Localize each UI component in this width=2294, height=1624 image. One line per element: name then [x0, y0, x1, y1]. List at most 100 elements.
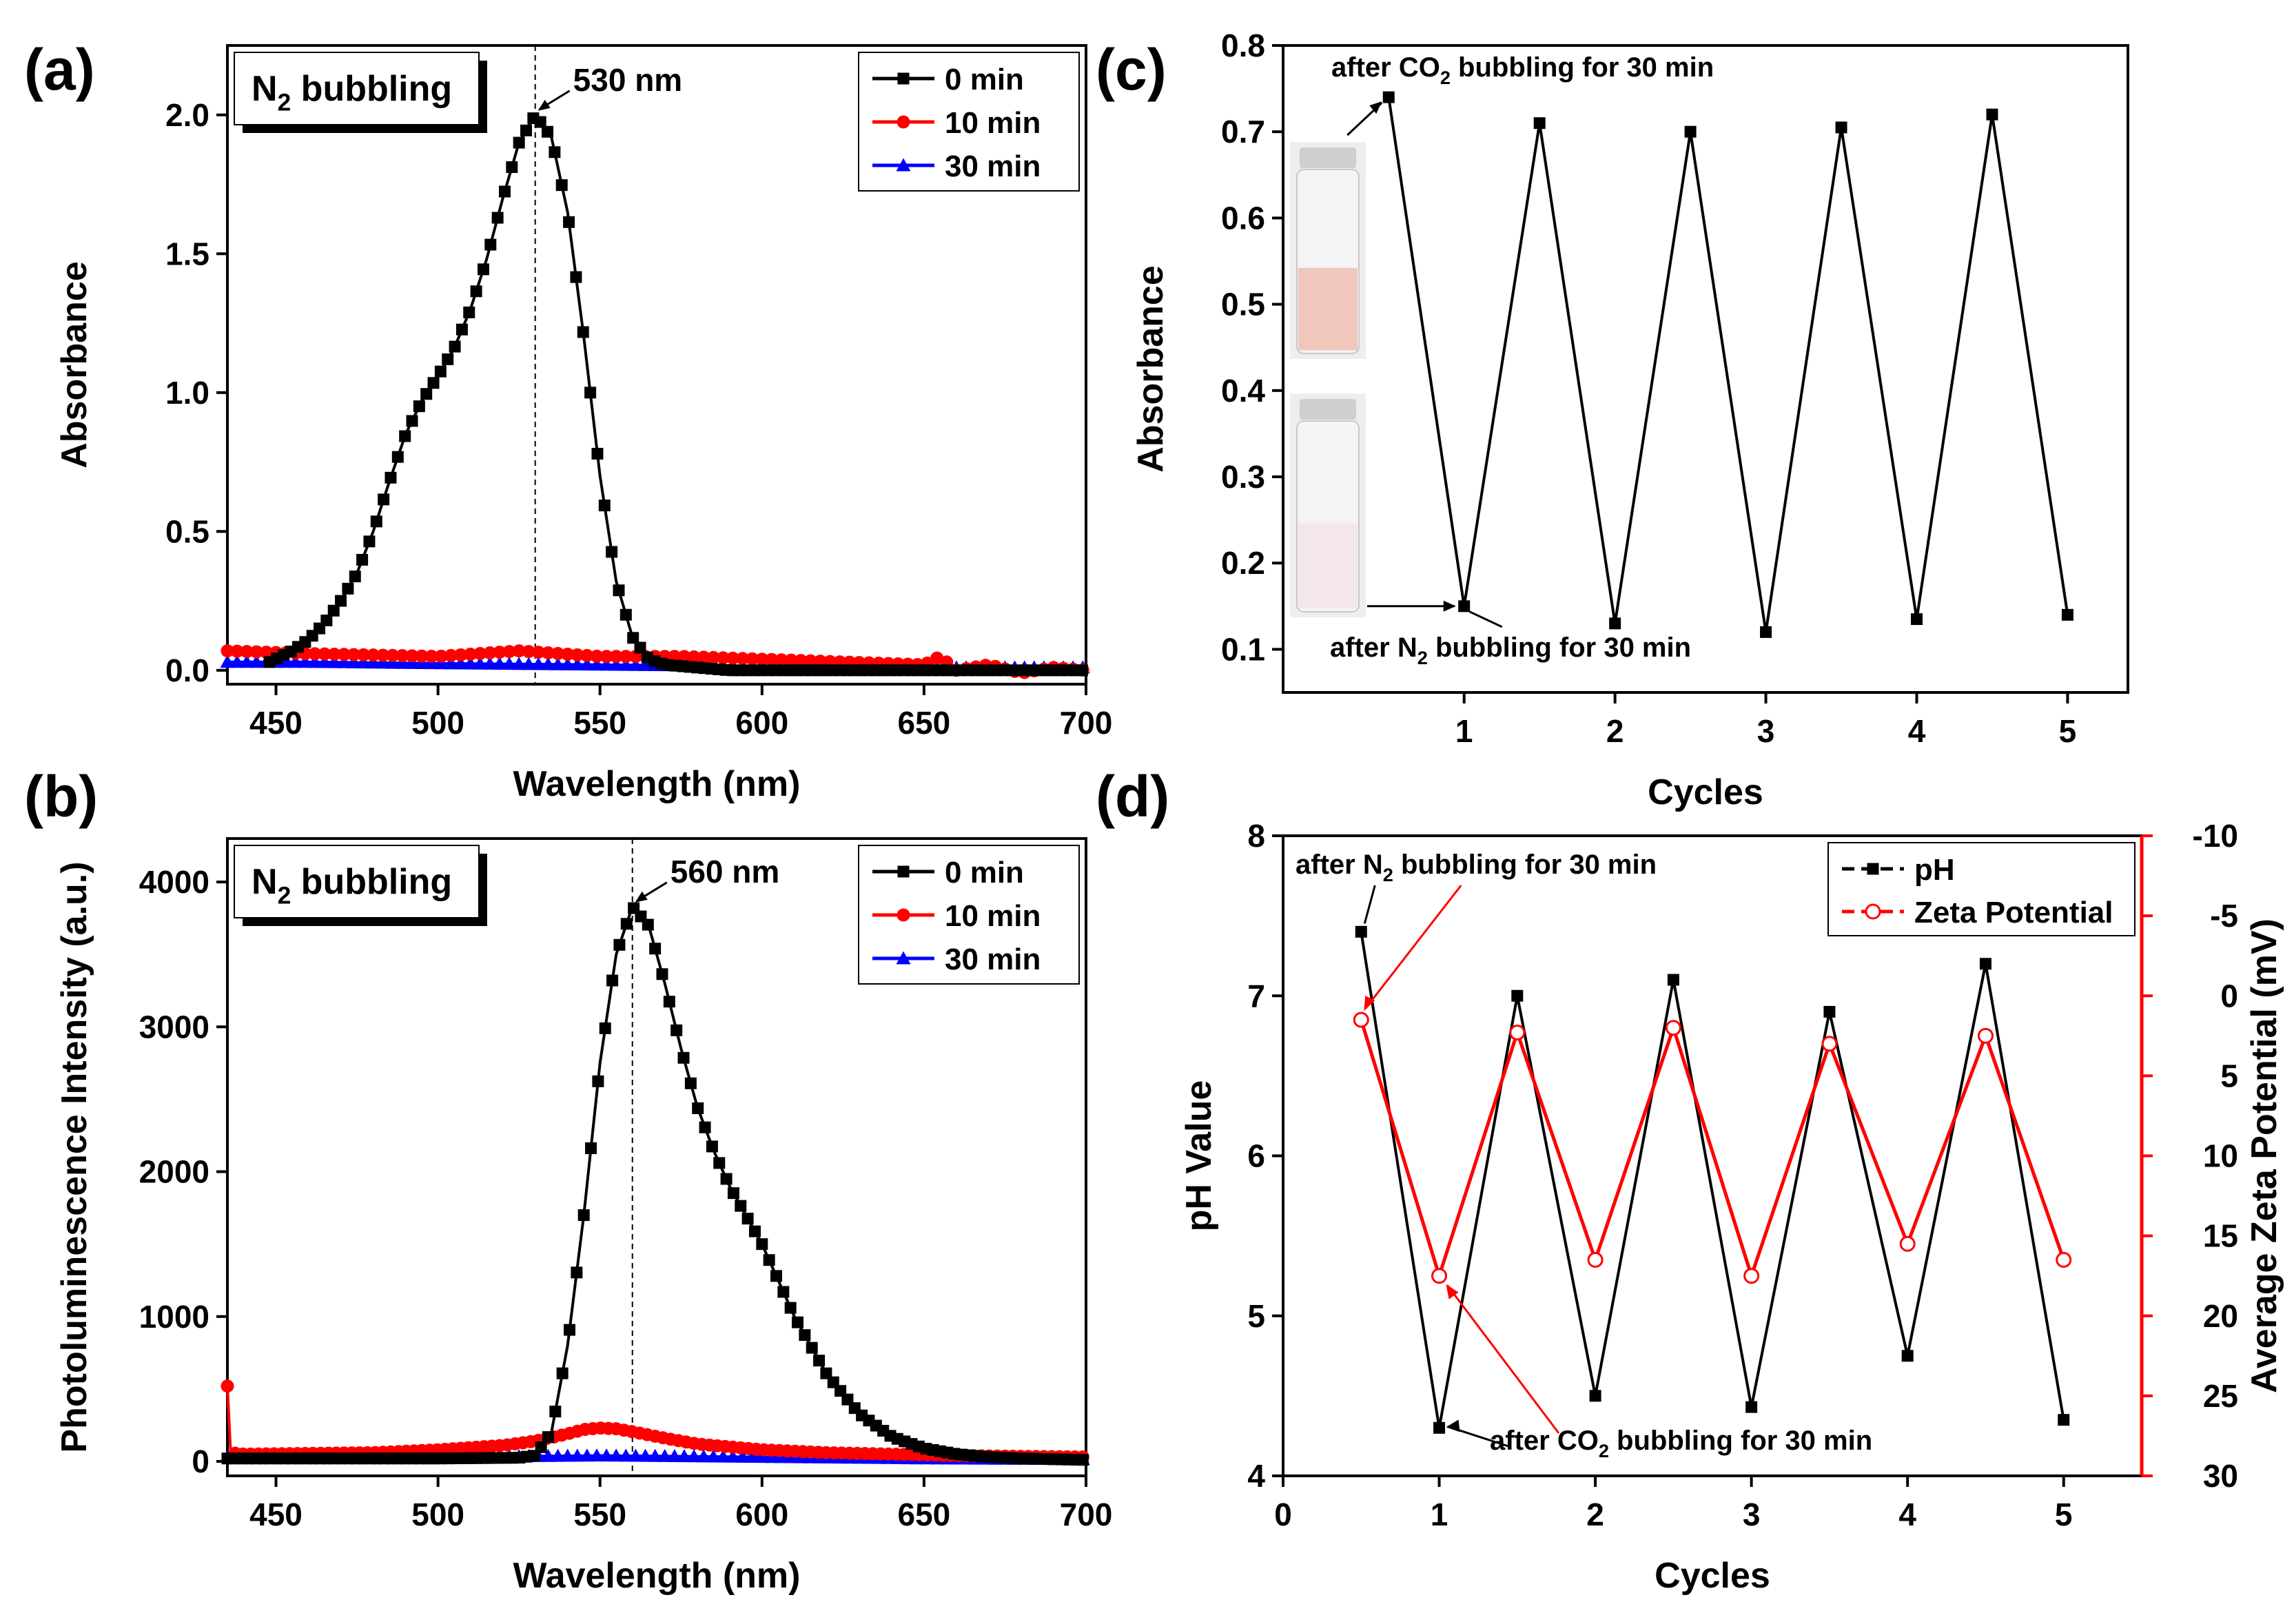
data-point [386, 648, 400, 662]
data-point [240, 645, 254, 659]
bubbling-label-part: bubbling [291, 69, 452, 109]
bubbling-label-subscript: 2 [278, 883, 291, 909]
data-point [1076, 664, 1088, 677]
data-point [727, 1187, 739, 1200]
data-point [1665, 1020, 1681, 1036]
x-tick-label: 600 [735, 705, 788, 741]
data-point [464, 647, 478, 661]
legend-marker [897, 115, 910, 129]
annotation-bottom-subscript: 2 [1599, 1440, 1609, 1461]
data-point [667, 1449, 682, 1463]
data-point [385, 471, 397, 484]
y-tick-label: 0.7 [1221, 114, 1265, 150]
data-point [512, 644, 526, 658]
y-right-tick-label: -5 [2210, 898, 2238, 934]
annotation-arrowhead-red [1364, 996, 1375, 1011]
data-point [477, 263, 489, 276]
data-point [670, 1024, 683, 1036]
data-point [385, 655, 400, 669]
plot-frame [226, 44, 1087, 686]
data-point [1979, 958, 1991, 970]
data-point [492, 657, 507, 670]
bubbling-label: N2 bubbling [252, 862, 452, 909]
annotation-top-part: after N [1296, 850, 1383, 880]
data-point [484, 238, 497, 251]
annotation-top-subscript: 2 [1440, 67, 1451, 88]
data-point [463, 306, 475, 318]
y-right-tick-label: -10 [2193, 818, 2238, 854]
data-point [1587, 1251, 1604, 1268]
data-point [1901, 1350, 1914, 1362]
data-point [230, 644, 244, 658]
panel-label: (d) [1096, 764, 1169, 829]
legend-marker [1865, 903, 1881, 920]
data-point [577, 1209, 590, 1222]
annotation-top-part: after CO [1331, 52, 1440, 83]
vial-photo-clear-cap [1300, 399, 1356, 420]
data-point [1823, 1005, 1836, 1018]
y-axis-label: pH Value [1179, 1080, 1219, 1232]
data-point [535, 1441, 547, 1453]
data-point [498, 185, 511, 198]
data-point [413, 400, 425, 413]
data-point [619, 650, 633, 664]
data-point [1835, 121, 1847, 134]
data-point [473, 647, 487, 661]
data-point [395, 655, 410, 669]
data-point [600, 650, 613, 664]
x-axis-label: Wavelength (nm) [513, 1556, 801, 1596]
panel-label: (b) [24, 764, 98, 829]
data-point [2061, 608, 2073, 621]
peak-label: 530 nm [573, 62, 683, 98]
data-point [1911, 613, 1923, 626]
annotation-arrow-red [1446, 1284, 1560, 1434]
annotation-bottom-subscript: 2 [1417, 647, 1428, 668]
y-right-tick-label: 25 [2203, 1378, 2238, 1414]
x-tick-label: 650 [898, 705, 951, 741]
x-tick-label: 550 [573, 705, 626, 741]
data-point [406, 415, 418, 427]
data-point [741, 1213, 754, 1225]
data-point [677, 1051, 690, 1064]
data-point [540, 1448, 555, 1462]
data-point [770, 1270, 782, 1282]
data-point [589, 657, 604, 671]
data-point [608, 1448, 624, 1462]
x-tick-label: 5 [2055, 1497, 2073, 1532]
data-point [648, 1448, 663, 1462]
annotation-bottom-part: bubbling for 30 min [1428, 633, 1691, 663]
data-point [327, 655, 342, 668]
data-point [820, 1367, 832, 1379]
data-point [564, 1324, 576, 1336]
data-point [1431, 1268, 1448, 1284]
y-tick-label: 0.4 [1221, 373, 1265, 409]
data-point [748, 1225, 761, 1237]
data-point [336, 655, 351, 668]
data-point [628, 1448, 643, 1462]
y-right-axis-label: Average Zeta Potential (mV) [2244, 918, 2284, 1393]
data-point [765, 652, 779, 666]
y-tick-label: 0.2 [1221, 545, 1265, 581]
y-right-tick-label: 15 [2203, 1218, 2238, 1254]
data-point [502, 645, 516, 659]
y-tick-label: 0.0 [165, 652, 209, 688]
y-tick-label: 2.0 [165, 97, 209, 133]
data-point [556, 1367, 569, 1379]
label-box [234, 845, 480, 918]
data-point [560, 1448, 575, 1462]
data-point [378, 493, 390, 506]
data-point [434, 365, 447, 378]
x-tick-label: 700 [1060, 1497, 1113, 1532]
data-point [308, 647, 322, 661]
data-point [522, 645, 535, 659]
data-point [620, 918, 633, 930]
data-point [735, 1449, 750, 1463]
data-point [2058, 1414, 2070, 1426]
annotation-bottom: after CO2 bubbling for 30 min [1490, 1426, 1872, 1461]
data-point [627, 632, 639, 644]
data-point [599, 657, 614, 671]
data-point [571, 1266, 583, 1279]
legend-label: Zeta Potential [1914, 896, 2113, 929]
data-point [1977, 1027, 1994, 1044]
